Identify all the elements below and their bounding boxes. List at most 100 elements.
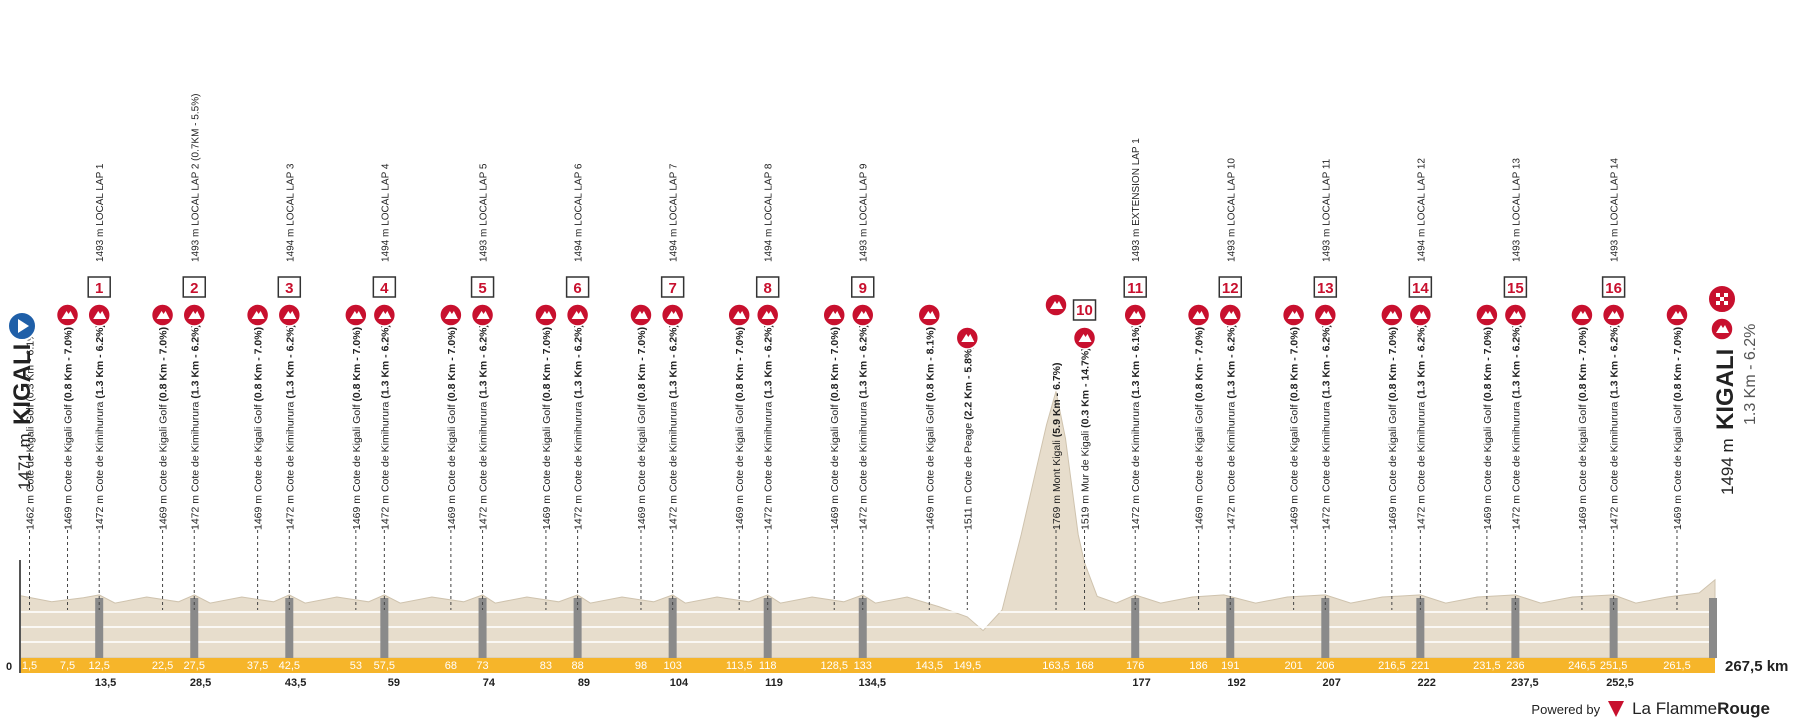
climb-label-name: 1511 m Cote de Peage: [962, 420, 974, 530]
lap-number: 13: [1317, 280, 1334, 297]
km-marker-label: 128,5: [820, 660, 848, 672]
climb-icon-mountain: [251, 311, 265, 319]
lap-post: [380, 598, 389, 658]
lap-box: [1503, 276, 1528, 298]
climb-label-name: 1469 m Cote de Kigali Golf: [924, 402, 936, 530]
km-marker-label: 186: [1189, 660, 1207, 672]
lap-label: 1493 m LOCAL LAP 14: [1610, 158, 1621, 262]
climb-icon-mountain: [1670, 311, 1684, 319]
climb-icon-mountain: [1414, 311, 1428, 319]
climb-label-detail: (0.8 Km - 7.0%): [1577, 327, 1589, 402]
climb-icon: [245, 303, 270, 327]
climb-icon-mountain: [923, 311, 937, 319]
climb-icon-mountain: [539, 311, 553, 319]
climb-icon-mountain: [1607, 311, 1621, 319]
km-marker-label: 53: [350, 660, 362, 672]
lap-post: [285, 598, 294, 658]
climb-icon: [955, 326, 980, 350]
lap-label: 1493 m LOCAL LAP 9: [859, 163, 870, 262]
lap-post: [1131, 598, 1140, 658]
km-marker-label-bottom: 192: [1227, 677, 1245, 689]
finish-flag-square: [1716, 293, 1720, 297]
km-marker-label: 1,5: [22, 660, 37, 672]
climb-icon: [277, 303, 302, 327]
lap-label: 1493 m LOCAL LAP 10: [1226, 158, 1237, 262]
lap-post: [1226, 598, 1235, 658]
climb-label-name: 1472 m Cote de Kimihurura: [668, 399, 680, 530]
climb-label-detail: (1.3 Km - 6.2%): [763, 324, 775, 399]
km-marker-label: 118: [759, 660, 777, 672]
climb-icon: [1503, 303, 1528, 327]
climb-label-detail: (1.3 Km - 6.2%): [1609, 324, 1621, 399]
lap-label: 1494 m LOCAL LAP 4: [380, 163, 391, 262]
km-marker-label: 246,5: [1568, 660, 1596, 672]
km-marker-label: 176: [1126, 660, 1144, 672]
climb-label-name: 1472 m Cote de Kimihurura: [1130, 399, 1142, 530]
lap-post: [1416, 598, 1425, 658]
lap-number: 1: [95, 280, 103, 297]
climb-label: 1472 m Cote de Kimihurura (1.3 Km - 6.2%…: [189, 324, 201, 530]
lap-box: [182, 276, 207, 298]
climb-label-detail: (1.3 Km - 6.2%): [94, 324, 106, 399]
lap-number: 8: [764, 280, 772, 297]
lap-label: 1494 m LOCAL LAP 3: [285, 163, 296, 262]
km-marker-label-bottom: 59: [388, 677, 400, 689]
climb-label-detail: (1.3 Km - 6.2%): [1510, 324, 1522, 399]
climb-icon-mountain: [1287, 311, 1301, 319]
climb-label-detail: (1.3 Km - 6.2%): [284, 324, 296, 399]
climb-label: 1472 m Cote de Kimihurura (1.3 Km - 6.2%…: [1510, 324, 1522, 530]
climb-label-name: 1472 m Cote de Kimihurura: [1225, 399, 1237, 530]
km-marker-label-bottom: 104: [670, 677, 689, 689]
climb-icon: [850, 303, 875, 327]
climb-label-detail: (0.8 Km - 7.0%): [734, 327, 746, 402]
climb-label-detail: (0.8 Km - 8.1%): [924, 327, 936, 402]
climb-icon-mountain: [1716, 325, 1729, 333]
lap-number: 14: [1412, 280, 1429, 297]
km-marker-label-bottom: 89: [578, 677, 590, 689]
climb-icon: [1380, 303, 1404, 327]
lap-post: [1511, 598, 1520, 658]
climb-icon-mountain: [634, 311, 648, 319]
lap-box: [470, 276, 495, 298]
lap-number: 7: [668, 280, 676, 297]
climb-icon: [534, 303, 558, 327]
lap-label: 1494 m LOCAL LAP 7: [669, 163, 680, 262]
climb-icon-mountain: [61, 311, 75, 319]
climb-label: 1462 m Cote de Kigali Golf (0.3 Km - 6.1…: [25, 328, 37, 530]
lap-number: 3: [285, 280, 293, 297]
climb-label-name: 1472 m Cote de Kimihurura: [284, 399, 296, 530]
km-marker-label: 22,5: [152, 660, 173, 672]
km-marker-label: 83: [540, 660, 552, 672]
climb-icon: [565, 303, 590, 327]
climb-icon: [470, 303, 495, 327]
climb-icon-mountain: [828, 311, 842, 319]
brand-name-light: La Flamme: [1632, 699, 1718, 718]
lap-box: [850, 276, 875, 298]
climb-label-name: 1469 m Cote de Kigali Golf: [734, 402, 746, 530]
climb-label-name: 1472 m Cote de Kimihurura: [1320, 399, 1332, 530]
climb-icon: [1408, 303, 1433, 327]
climb-label: 1469 m Cote de Kigali Golf (0.8 Km - 7.0…: [63, 327, 75, 530]
climb-label: 1469 m Cote de Kigali Golf (0.8 Km - 7.0…: [1289, 327, 1301, 530]
km-marker-label: 73: [476, 660, 488, 672]
climb-label: 1469 m Cote de Kigali Golf (0.8 Km - 7.0…: [1194, 327, 1206, 530]
km-marker-label: 251,5: [1600, 660, 1628, 672]
climb-label-detail: (1.3 Km - 6.2%): [379, 324, 391, 399]
start-play-arrow: [18, 319, 29, 333]
km-marker-label: 149,5: [954, 660, 982, 672]
climb-icon-mountain: [378, 311, 392, 319]
km-marker-label: 88: [571, 660, 583, 672]
lap-box: [660, 276, 685, 298]
km-marker-label: 68: [445, 660, 457, 672]
lap-label: 1493 m LOCAL LAP 5: [479, 163, 490, 262]
climb-label: 1469 m Cote de Kigali Golf (0.8 Km - 7.0…: [1672, 327, 1684, 530]
climb-label: 1469 m Cote de Kigali Golf (0.8 Km - 7.0…: [158, 327, 170, 530]
climb-label: 1472 m Cote de Kimihurura (1.3 Km - 6.2%…: [478, 324, 490, 530]
climb-icon-mountain: [1319, 311, 1333, 319]
flame-logo-icon: [1608, 701, 1625, 717]
climb-label: 1511 m Cote de Peage (2.2 Km - 5.8%): [962, 345, 974, 530]
climb-label-name: 1769 m Mont Kigali: [1051, 437, 1063, 530]
climb-label-detail: (5.9 Km - 6.7%): [1051, 362, 1063, 437]
climb-label: 1472 m Cote de Kimihurura (1.3 Km - 6.2%…: [763, 324, 775, 530]
